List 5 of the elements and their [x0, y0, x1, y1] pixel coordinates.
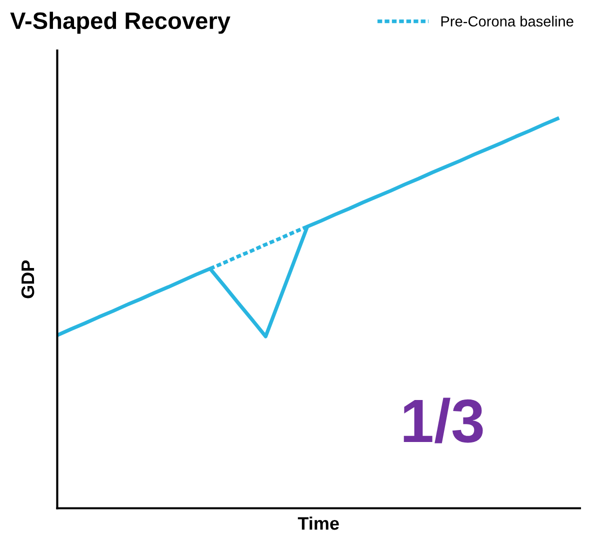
legend-label: Pre-Corona baseline: [441, 16, 574, 27]
annotation: 1/3: [404, 398, 483, 444]
chart-title: V-Shaped Recovery: [10, 12, 230, 34]
x-axis-title: Time: [298, 516, 339, 530]
y-axis-title: GDP: [21, 260, 34, 298]
